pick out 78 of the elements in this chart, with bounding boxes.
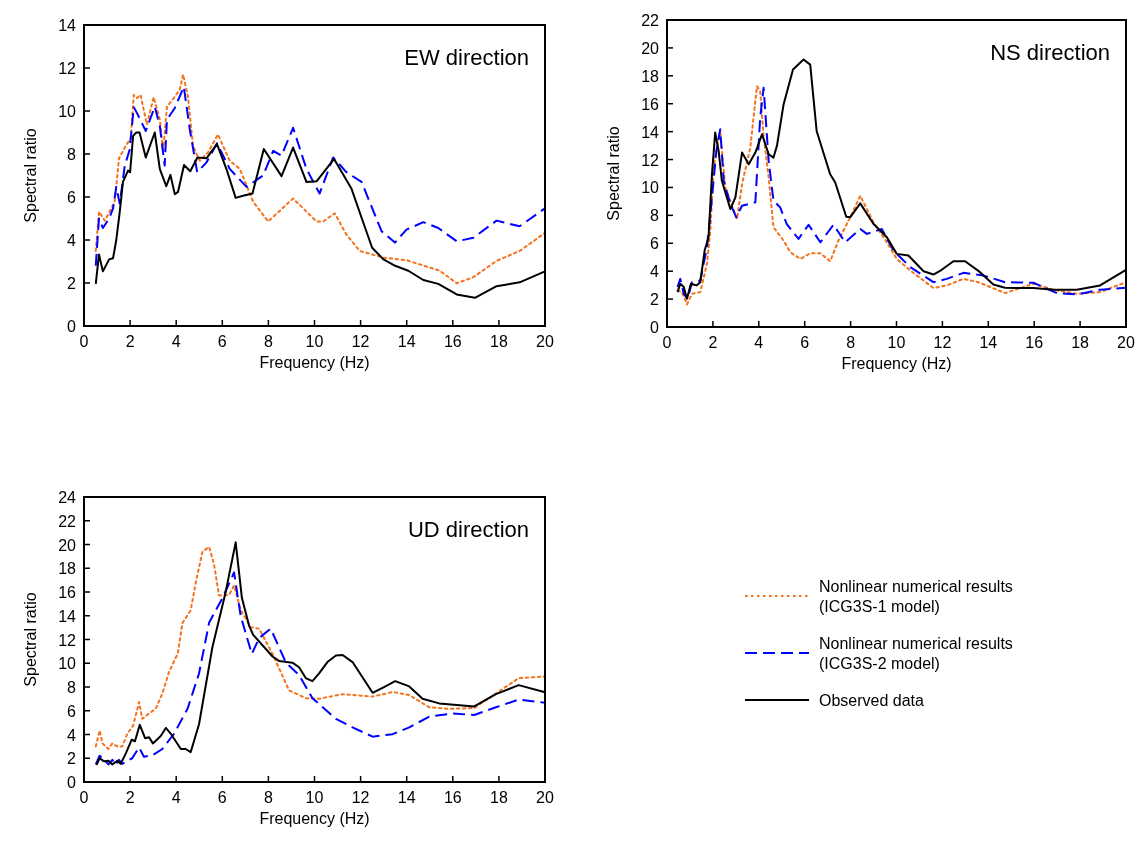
x-tick-label: 16 [443, 789, 462, 806]
x-tick-label: 6 [217, 333, 227, 350]
x-tick-label: 12 [351, 789, 370, 806]
y-tick-label: 22 [641, 12, 660, 29]
x-tick-label: 18 [1071, 334, 1090, 351]
legend-label: Nonlinear numerical results (ICG3S-1 model) [819, 578, 1013, 615]
x-tick-label: 16 [443, 333, 462, 350]
x-axis-title: Frequency (Hz) [259, 354, 370, 371]
y-tick-label: 18 [58, 560, 77, 578]
x-tick-label: 6 [217, 789, 227, 806]
y-tick-label: 8 [67, 146, 77, 163]
y-axis-title: Spectral ratio [605, 126, 622, 221]
x-tick-label: 10 [305, 333, 324, 350]
y-tick-label: 16 [58, 584, 77, 601]
x-tick-label: 18 [490, 333, 508, 350]
y-tick-label: 0 [67, 774, 77, 791]
x-tick-label: 2 [708, 334, 718, 351]
y-tick-label: 4 [67, 726, 77, 744]
y-tick-label: 18 [641, 67, 660, 85]
y-tick-label: 16 [641, 95, 660, 113]
x-tick-label: 0 [79, 789, 89, 806]
y-tick-label: 6 [650, 235, 660, 253]
x-tick-label: 18 [490, 789, 508, 806]
y-tick-label: 6 [67, 189, 77, 206]
x-tick-label: 20 [1117, 334, 1135, 351]
x-tick-label: 8 [263, 789, 273, 806]
y-tick-label: 12 [58, 631, 77, 649]
y-tick-label: 2 [67, 275, 77, 292]
x-tick-label: 2 [125, 333, 135, 350]
y-tick-label: 22 [58, 512, 77, 530]
x-tick-label: 6 [800, 334, 810, 351]
x-tick-label: 14 [397, 789, 416, 806]
x-tick-label: 4 [754, 334, 764, 351]
y-tick-label: 14 [641, 123, 660, 141]
x-tick-label: 20 [536, 333, 554, 350]
y-tick-label: 14 [58, 607, 77, 625]
y-axis-title: Spectral ratio [22, 592, 39, 687]
x-tick-label: 12 [351, 333, 370, 350]
x-axis-title: Frequency (Hz) [259, 810, 370, 827]
y-tick-label: 12 [641, 151, 660, 169]
x-tick-label: 12 [933, 334, 952, 351]
y-tick-label: 4 [67, 232, 77, 249]
x-tick-label: 10 [887, 334, 906, 351]
y-tick-label: 0 [67, 318, 77, 335]
x-tick-label: 8 [263, 333, 273, 350]
y-tick-label: 10 [58, 103, 77, 120]
y-tick-label: 14 [58, 17, 77, 34]
x-axis-title: Frequency (Hz) [841, 355, 952, 372]
x-tick-label: 2 [125, 789, 135, 806]
text: UD direction [407, 517, 529, 542]
y-tick-label: 20 [641, 39, 660, 57]
x-tick-label: 0 [79, 333, 89, 350]
x-tick-label: 10 [305, 789, 324, 806]
y-axis-title: Spectral ratio [22, 128, 39, 223]
y-tick-label: 4 [650, 263, 660, 281]
y-tick-label: 6 [67, 702, 77, 720]
x-tick-label: 20 [536, 789, 554, 806]
y-tick-label: 10 [58, 655, 77, 673]
y-tick-label: 8 [650, 207, 660, 225]
y-tick-label: 8 [67, 679, 77, 696]
y-tick-label: 20 [58, 536, 77, 554]
y-tick-label: 2 [650, 291, 660, 309]
legend-label: Nonlinear numerical results (ICG3S-2 model) [819, 635, 1013, 672]
x-tick-label: 4 [171, 789, 181, 806]
y-tick-label: 0 [650, 319, 660, 336]
y-tick-label: 24 [58, 489, 77, 506]
y-tick-label: 2 [67, 750, 77, 768]
x-tick-label: 14 [979, 334, 998, 351]
y-tick-label: 12 [58, 60, 77, 77]
x-tick-label: 8 [846, 334, 856, 351]
x-tick-label: 0 [662, 334, 672, 351]
x-tick-label: 14 [397, 333, 416, 350]
x-tick-label: 4 [171, 333, 181, 350]
y-tick-label: 10 [641, 179, 660, 197]
x-tick-label: 16 [1025, 334, 1044, 351]
legend-label: Observed data [819, 692, 925, 709]
text: EW direction [404, 45, 529, 70]
text: NS direction [990, 40, 1110, 65]
